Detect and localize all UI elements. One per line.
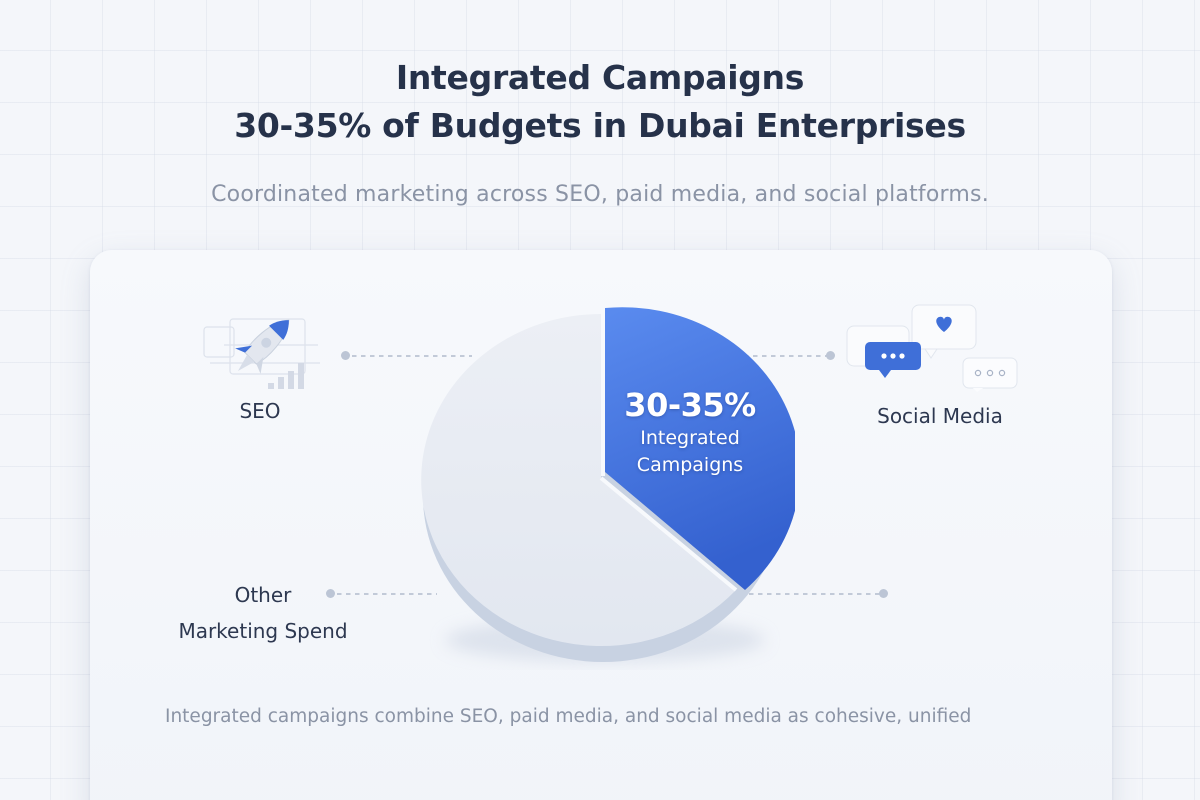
other-label-line-2: Marketing Spend bbox=[178, 619, 348, 643]
pie-chart bbox=[415, 300, 801, 670]
page-title: Integrated Campaigns 30-35% of Budgets i… bbox=[0, 54, 1200, 150]
pie-slice-label: 30-35% Integrated Campaigns bbox=[600, 385, 780, 479]
rocket-growth-chart-icon bbox=[200, 305, 335, 395]
pie-label-line-1: Integrated bbox=[640, 427, 740, 449]
pie-slice-integrated-campaigns bbox=[605, 307, 801, 590]
pie-slice-other-marketing-spend bbox=[421, 314, 736, 646]
pie-percent-value: 30-35% bbox=[624, 386, 756, 424]
seo-connector-line bbox=[352, 355, 472, 357]
seo-label: SEO bbox=[239, 399, 281, 423]
pie-label-line-2: Campaigns bbox=[636, 454, 744, 476]
social-connector-line bbox=[735, 355, 827, 357]
other-label-line-1: Other bbox=[234, 583, 292, 607]
social-media-label: Social Media bbox=[877, 404, 1003, 428]
title-line-2: 30-35% of Budgets in Dubai Enterprises bbox=[234, 106, 966, 145]
page-subtitle: Coordinated marketing across SEO, paid m… bbox=[211, 182, 989, 207]
chat-bubbles-heart-icon bbox=[845, 302, 1020, 392]
seo-connector-dot bbox=[341, 351, 350, 360]
integrated-connector-line bbox=[740, 593, 880, 595]
other-connector-line bbox=[337, 593, 437, 595]
other-marketing-spend-label: Other Marketing Spend bbox=[148, 577, 378, 649]
footer-description: Integrated campaigns combine SEO, paid m… bbox=[165, 706, 972, 727]
integrated-connector-dot bbox=[879, 589, 888, 598]
title-line-1: Integrated Campaigns bbox=[395, 58, 805, 97]
social-connector-dot bbox=[826, 351, 835, 360]
other-connector-dot bbox=[326, 589, 335, 598]
